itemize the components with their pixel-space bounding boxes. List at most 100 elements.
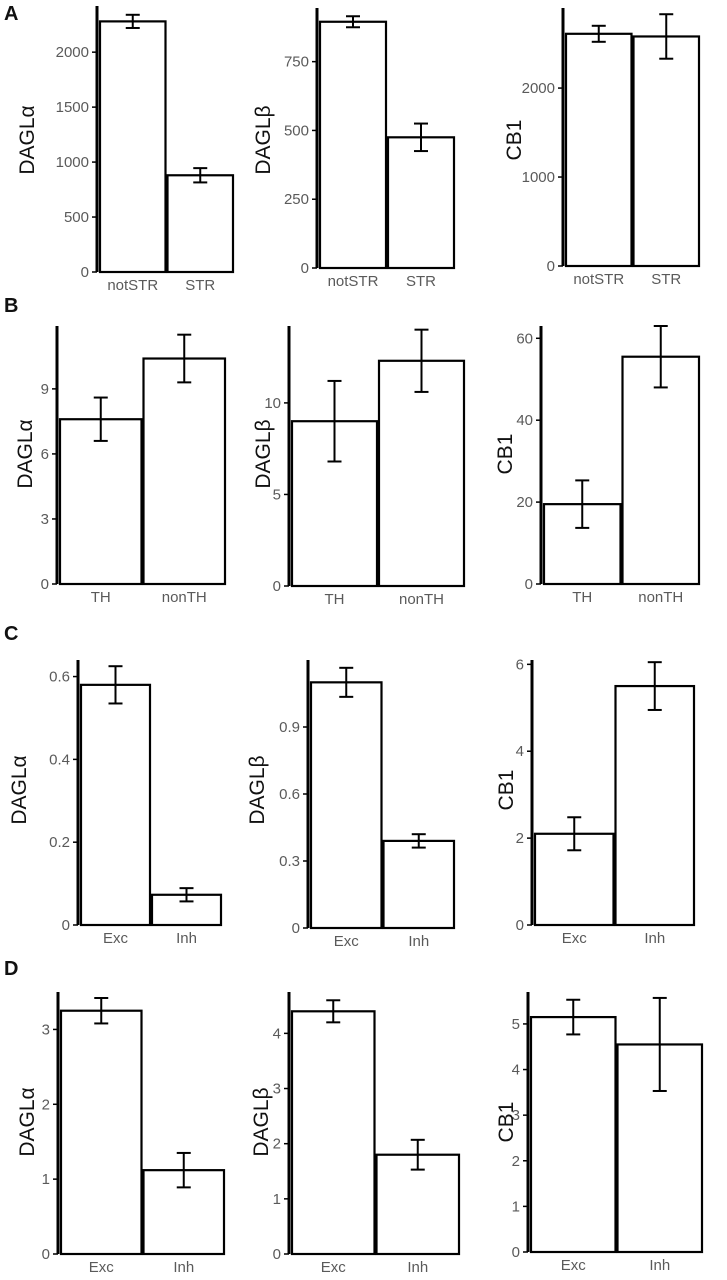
- x-tick-label: nonTH: [638, 589, 683, 606]
- bar-notstr: [98, 20, 167, 274]
- y-axis-label: DAGLα: [16, 105, 39, 174]
- y-tick-label: 0: [292, 920, 300, 937]
- chart-3: 0 1000 2000 notSTR STR CB1: [503, 8, 701, 288]
- x-tick-label: TH: [325, 591, 345, 608]
- x-tick-label: Inh: [644, 930, 665, 947]
- panel-label-b: B: [4, 295, 18, 317]
- y-tick-label: 1: [512, 1198, 520, 1215]
- x-tick-label: nonTH: [399, 591, 444, 608]
- x-tick-label: Inh: [173, 1259, 194, 1276]
- chart-5: 0 5 10 TH nonTH DAGLβ: [252, 326, 466, 608]
- y-tick-label: 2: [273, 1136, 281, 1153]
- y-tick-label: 0.3: [279, 853, 300, 870]
- x-tick-label: Inh: [408, 933, 429, 950]
- y-tick-label: 1500: [56, 99, 89, 116]
- y-tick-label: 4: [273, 1025, 281, 1042]
- chart-4: 0 3 6 9 TH nonTH DAGLα: [14, 326, 227, 606]
- y-tick-label: 2000: [522, 80, 555, 97]
- y-tick-label: 0: [42, 1246, 50, 1263]
- bar-notstr: [564, 32, 633, 268]
- y-tick-label: 2: [42, 1096, 50, 1113]
- y-tick-label: 40: [516, 412, 533, 429]
- y-tick-label: 2000: [56, 44, 89, 61]
- y-tick-label: 2: [516, 830, 524, 847]
- y-tick-label: 6: [41, 446, 49, 463]
- x-tick-label: Exc: [561, 1257, 587, 1274]
- y-tick-label: 0: [41, 576, 49, 593]
- x-tick-label: STR: [651, 271, 681, 288]
- x-tick-label: Exc: [334, 933, 360, 950]
- bar-str: [632, 35, 701, 268]
- y-tick-label: 3: [41, 511, 49, 528]
- chart-9: 0 2 4 6 Exc Inh CB1: [495, 656, 696, 947]
- x-tick-label: notSTR: [107, 277, 158, 294]
- chart-11: 0 1 2 3 4 Exc Inh DAGLβ: [250, 992, 461, 1276]
- y-axis-label: DAGLβ: [252, 105, 275, 174]
- bar-exc: [59, 1009, 143, 1256]
- x-tick-label: nonTH: [162, 589, 207, 606]
- y-tick-label: 0: [525, 576, 533, 593]
- x-tick-label: Exc: [103, 930, 129, 947]
- bar-nonth: [142, 357, 227, 586]
- y-tick-label: 4: [512, 1062, 520, 1079]
- y-tick-label: 5: [512, 1016, 520, 1033]
- y-axis-label: CB1: [503, 120, 526, 161]
- bar-exc: [309, 681, 383, 930]
- x-tick-label: STR: [185, 277, 215, 294]
- y-tick-label: 0: [547, 258, 555, 275]
- panel-label-a: A: [4, 3, 18, 25]
- chart-12: 0 1 2 3 4 5 Exc Inh CB1: [495, 992, 704, 1274]
- y-axis-label: CB1: [495, 1102, 518, 1143]
- y-axis-label: DAGLα: [14, 419, 37, 488]
- y-tick-label: 1: [42, 1171, 50, 1188]
- y-axis-label: DAGLβ: [252, 419, 275, 488]
- x-tick-label: STR: [406, 273, 436, 290]
- bar-th: [58, 418, 143, 586]
- y-tick-label: 5: [273, 486, 281, 503]
- y-tick-label: 10: [264, 395, 281, 412]
- chart-1: 0 500 1000 1500 2000 notSTR STR DAGLα: [16, 6, 235, 294]
- chart-8: 0 0.3 0.6 0.9 Exc Inh DAGLβ: [246, 660, 456, 950]
- y-tick-label: 0.2: [49, 834, 70, 851]
- y-tick-label: 500: [64, 209, 89, 226]
- bar-nonth: [377, 359, 466, 588]
- bar-inh: [614, 684, 696, 927]
- y-tick-label: 1000: [522, 169, 555, 186]
- y-tick-label: 750: [284, 54, 309, 71]
- y-axis-label: DAGLα: [16, 1087, 39, 1156]
- y-tick-label: 1000: [56, 154, 89, 171]
- x-tick-label: TH: [91, 589, 111, 606]
- y-axis-label: CB1: [494, 434, 517, 475]
- x-tick-label: notSTR: [328, 273, 379, 290]
- y-axis-label: DAGLβ: [246, 755, 269, 824]
- y-axis-label: CB1: [495, 770, 518, 811]
- y-tick-label: 3: [42, 1021, 50, 1038]
- x-tick-label: Inh: [649, 1257, 670, 1274]
- y-tick-label: 0.4: [49, 751, 70, 768]
- y-tick-label: 250: [284, 191, 309, 208]
- bar-str: [386, 136, 456, 270]
- bar-exc: [529, 1015, 617, 1254]
- y-tick-label: 0: [62, 917, 70, 934]
- y-tick-label: 9: [41, 381, 49, 398]
- x-tick-label: Inh: [407, 1259, 428, 1276]
- x-tick-label: Exc: [321, 1259, 347, 1276]
- bar-notstr: [318, 20, 388, 270]
- chart-7: 0 0.2 0.4 0.6 Exc Inh DAGLα: [8, 660, 223, 947]
- y-tick-label: 0.6: [49, 669, 70, 686]
- y-tick-label: 2: [512, 1153, 520, 1170]
- y-tick-label: 500: [284, 122, 309, 139]
- panel-label-c: C: [4, 623, 18, 645]
- y-tick-label: 0: [81, 264, 89, 281]
- bar-inh: [375, 1153, 461, 1256]
- y-tick-label: 0: [273, 1246, 281, 1263]
- x-tick-label: TH: [572, 589, 592, 606]
- y-tick-label: 1: [273, 1191, 281, 1208]
- y-tick-label: 0: [273, 578, 281, 595]
- x-tick-label: Exc: [89, 1259, 115, 1276]
- bar-exc: [79, 683, 152, 927]
- y-tick-label: 0.9: [279, 719, 300, 736]
- y-tick-label: 0: [516, 917, 524, 934]
- x-tick-label: notSTR: [573, 271, 624, 288]
